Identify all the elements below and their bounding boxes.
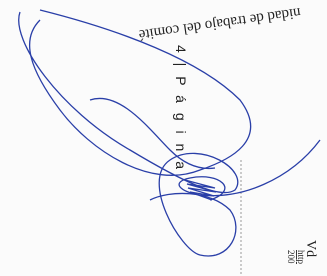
header-text-fragment: nidad de trabajo del comité — [137, 4, 301, 43]
scanned-page: nidad de trabajo del comité 4 | P á g i … — [0, 0, 327, 276]
link-fragment: http — [296, 250, 306, 265]
page-number: 4 | P á g i n a — [173, 45, 189, 172]
page-canvas: nidad de trabajo del comité 4 | P á g i … — [0, 0, 327, 276]
year-fragment: 200 — [286, 250, 296, 264]
signature-stroke — [90, 98, 215, 168]
signature-stroke — [19, 12, 238, 256]
signature — [19, 10, 320, 256]
